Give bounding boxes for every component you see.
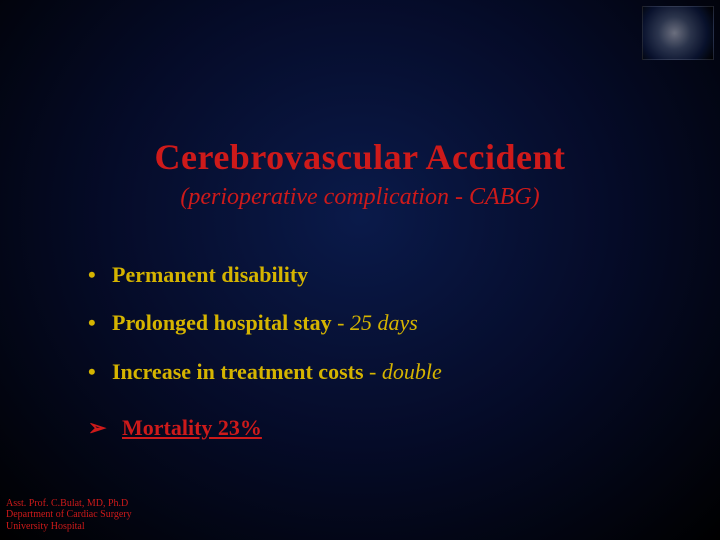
conclusion-text: Mortality 23% xyxy=(122,415,262,441)
bullet-item: • Increase in treatment costs - double xyxy=(88,359,660,385)
arrow-icon: ➢ xyxy=(88,415,122,441)
bullet-item: • Permanent disability xyxy=(88,262,660,288)
conclusion-item: ➢ Mortality 23% xyxy=(88,415,660,441)
heart-anatomy-thumbnail xyxy=(642,6,714,60)
footer-line: Department of Cardiac Surgery xyxy=(6,509,132,521)
bullet-italic: - 25 days xyxy=(332,310,418,335)
bullet-item: • Prolonged hospital stay - 25 days xyxy=(88,310,660,336)
bullet-marker-icon: • xyxy=(88,359,112,385)
bullet-text: Permanent disability xyxy=(112,262,308,288)
bullet-bold: Permanent disability xyxy=(112,262,308,287)
bullet-bold: Prolonged hospital stay xyxy=(112,310,332,335)
slide-subtitle: (perioperative complication - CABG) xyxy=(0,184,720,211)
bullet-text: Increase in treatment costs - double xyxy=(112,359,442,385)
bullet-italic: - double xyxy=(364,359,442,384)
footer-line: Asst. Prof. C.Bulat, MD, Ph.D xyxy=(6,498,132,510)
footer-credits: Asst. Prof. C.Bulat, MD, Ph.D Department… xyxy=(6,498,132,533)
bullet-list: • Permanent disability • Prolonged hospi… xyxy=(88,262,660,441)
bullet-bold: Increase in treatment costs xyxy=(112,359,364,384)
slide-title: Cerebrovascular Accident xyxy=(0,136,720,178)
bullet-marker-icon: • xyxy=(88,262,112,288)
bullet-text: Prolonged hospital stay - 25 days xyxy=(112,310,418,336)
bullet-marker-icon: • xyxy=(88,310,112,336)
footer-line: University Hospital xyxy=(6,521,132,533)
